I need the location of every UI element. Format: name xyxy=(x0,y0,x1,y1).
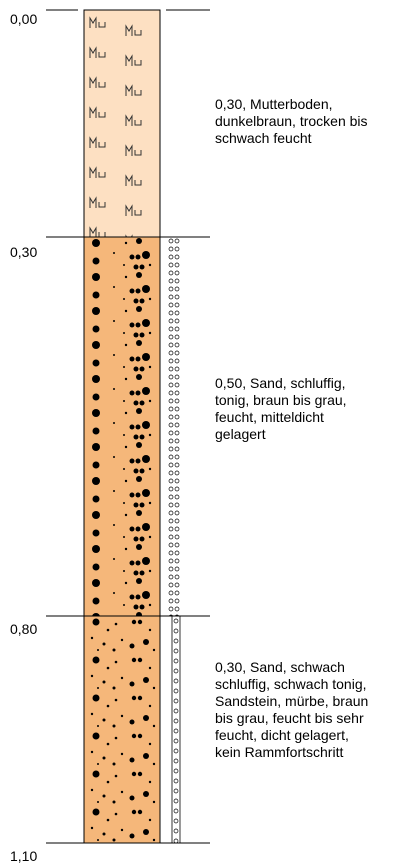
layer-description: 0,30, Mutterboden, xyxy=(215,96,333,112)
layer-column xyxy=(83,9,181,844)
layer-description: schwach feucht xyxy=(215,130,312,146)
layer-description: feucht, dicht gelagert, xyxy=(215,727,349,743)
depth-label: 0,00 xyxy=(10,11,37,27)
layer-description: gelagert xyxy=(215,426,266,442)
layer-pattern xyxy=(84,10,160,237)
layer-description: Sandstein, mürbe, braun xyxy=(215,693,368,709)
boundary-lines xyxy=(46,9,210,844)
layer-description: bis grau, feucht bis sehr xyxy=(215,710,364,726)
layer-pattern xyxy=(84,616,160,843)
layer-description: 0,50, Sand, schluffig, xyxy=(215,375,346,391)
layer-pattern xyxy=(84,237,160,616)
depth-label: 0,80 xyxy=(10,621,37,637)
moisture-symbols xyxy=(172,616,180,843)
depth-label: 1,10 xyxy=(10,848,37,864)
moisture-symbols xyxy=(168,237,180,616)
layer-description: feucht, mitteldicht xyxy=(215,409,324,425)
depth-label: 0,30 xyxy=(10,244,37,260)
layer-description: 0,30, Sand, schwach xyxy=(215,659,345,675)
layer-description: kein Rammfortschritt xyxy=(215,744,343,760)
layer-description: dunkelbraun, trocken bis xyxy=(215,113,368,129)
layer-description: schluffig, schwach tonig, xyxy=(215,676,367,692)
layer-description: tonig, braun bis grau, xyxy=(215,392,347,408)
